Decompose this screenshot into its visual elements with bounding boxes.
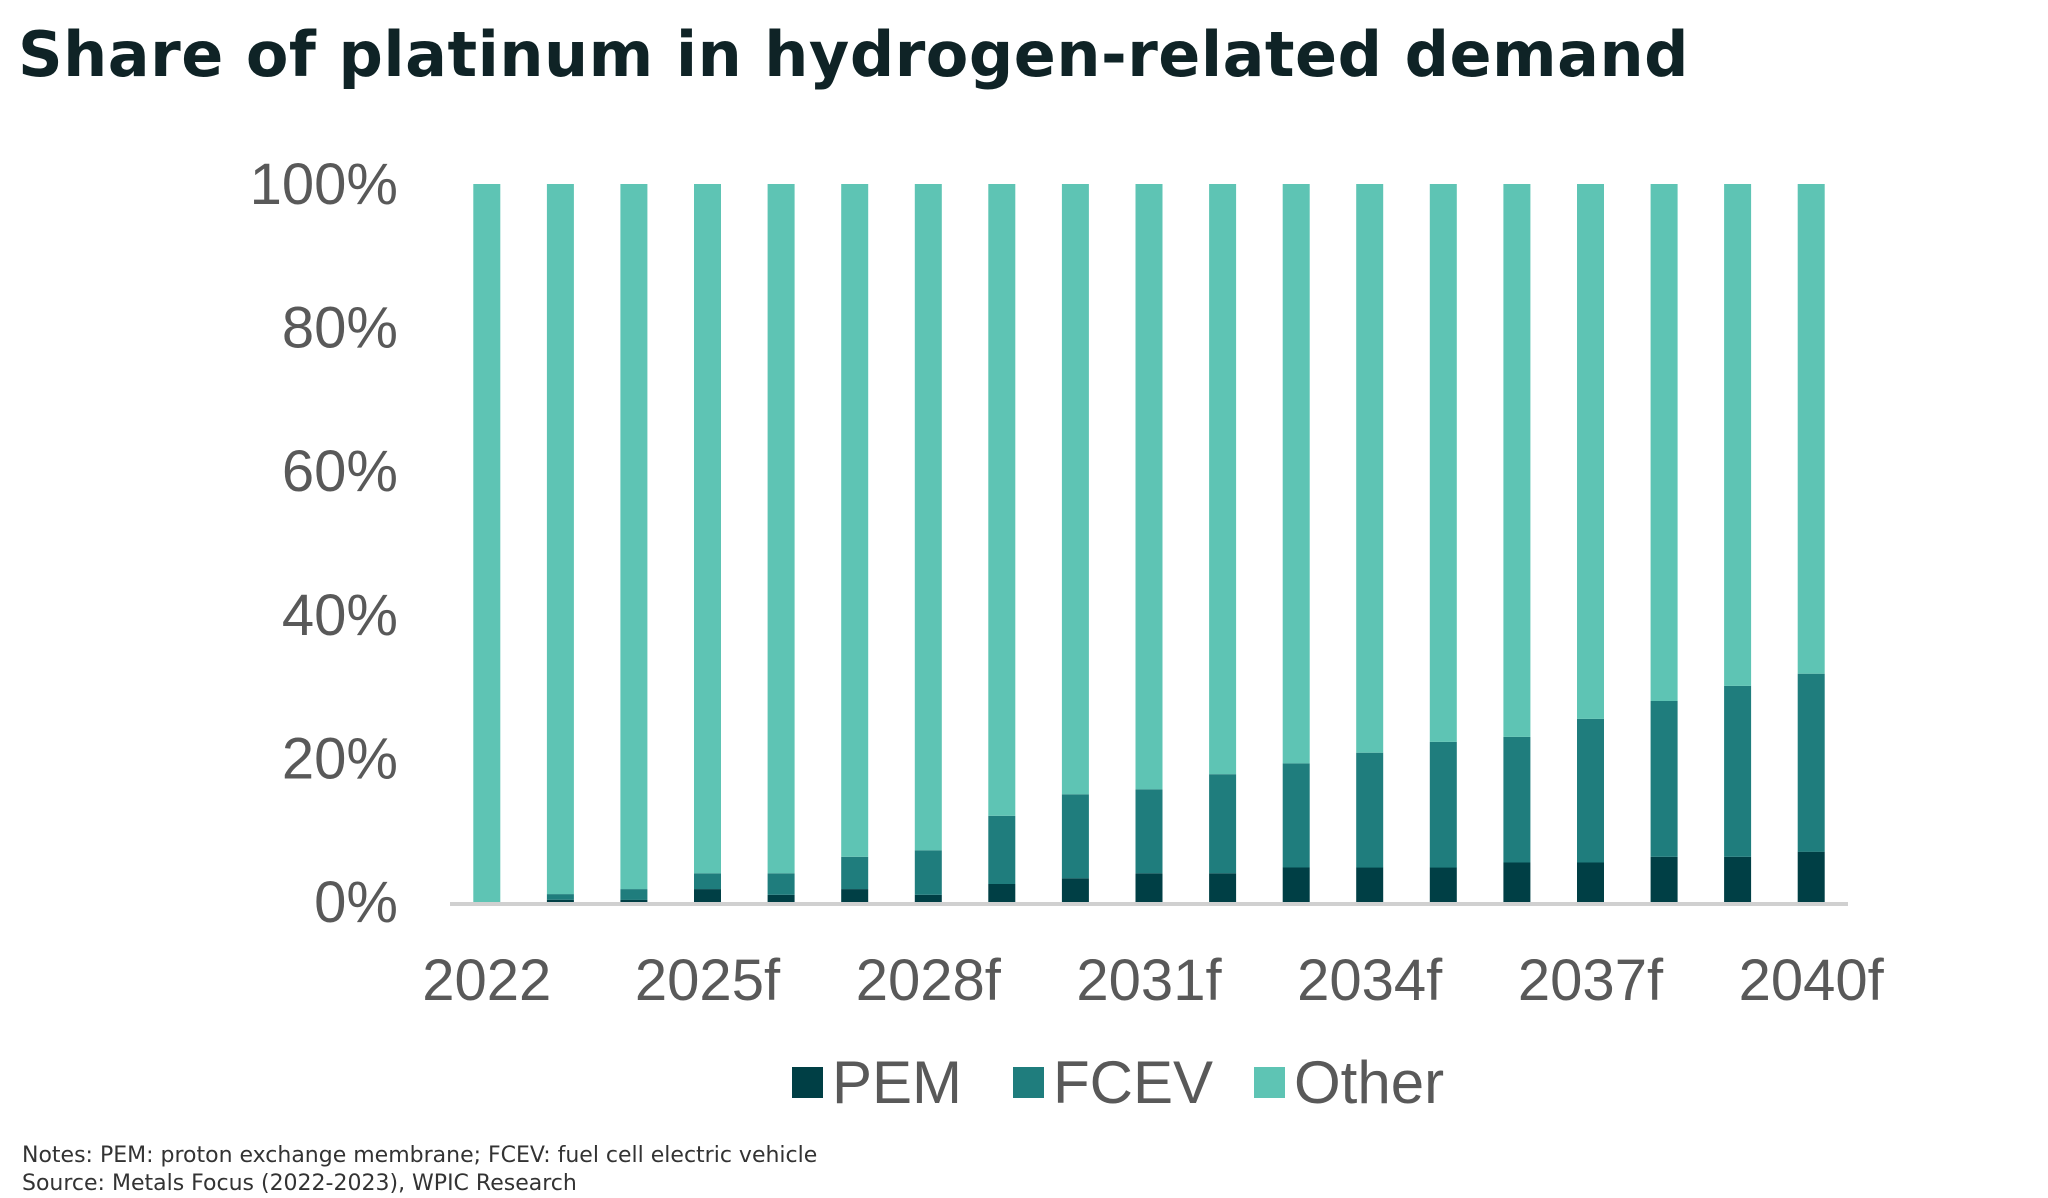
bar-other-2030f [1061,184,1089,795]
bar-fcev-2033f [1282,763,1310,868]
legend-label-fcev: FCEV [1053,1049,1213,1116]
bar-other-2029f [988,184,1016,816]
y-tick-label: 0% [314,870,398,935]
bar-other-2037f [1577,184,1604,719]
bar-fcev-2032f [1209,774,1237,874]
bar-pem-2027f [841,889,869,902]
bar-fcev-2027f [841,856,869,890]
bar-other-2035f [1429,184,1457,742]
x-tick-label: 2034f [1297,948,1443,1013]
bar-other-2027f [841,184,869,857]
bar-fcev-2036f [1503,736,1531,863]
bar-fcev-2023f [546,894,574,900]
bar-pem-2036f [1503,862,1531,902]
x-tick-label: 2022 [422,948,551,1013]
bar-fcev-2039f [1724,685,1752,857]
bar-pem-2031f [1135,873,1163,902]
bar-pem-2034f [1356,867,1384,902]
bar-other-2034f [1356,184,1384,753]
bar-other-2033f [1282,184,1310,764]
y-tick-label: 40% [282,583,398,648]
bars-group [473,184,1825,902]
bar-pem-2029f [988,884,1016,902]
bar-pem-2025f [694,889,721,902]
bar-fcev-2026f [767,873,795,895]
bar-fcev-2034f [1356,752,1384,868]
x-tick-label: 2031f [1076,948,1222,1013]
x-tick-label: 2040f [1739,948,1885,1013]
legend-label-other: Other [1294,1049,1444,1116]
bar-fcev-2040f [1797,673,1825,852]
bar-other-2023f [546,184,574,895]
source-text: Source: Metals Focus (2022-2023), WPIC R… [22,1171,577,1196]
bar-other-2040f [1797,184,1825,674]
bar-other-2026f [767,184,795,874]
bar-fcev-2029f [988,815,1016,884]
bar-pem-2040f [1797,851,1825,902]
notes-text: Notes: PEM: proton exchange membrane; FC… [22,1143,818,1168]
bar-fcev-2024f [620,889,648,900]
y-tick-label: 100% [250,152,398,217]
y-axis-ticks: 0% 20% 40% 60% 80% 100% [250,152,398,935]
bar-other-2038f [1650,184,1678,701]
legend: PEM FCEV Other [792,1049,1444,1116]
bar-other-2032f [1209,184,1237,775]
bar-pem-2032f [1209,873,1237,902]
bar-fcev-2035f [1429,741,1457,868]
bar-other-2028f [914,184,942,851]
bar-other-2024f [620,184,648,890]
x-tick-label: 2025f [635,948,781,1013]
bar-pem-2035f [1429,867,1457,902]
bar-pem-2037f [1577,862,1604,902]
y-tick-label: 20% [282,726,398,791]
bar-pem-2033f [1282,867,1310,902]
bar-fcev-2031f [1135,789,1163,874]
legend-label-pem: PEM [832,1049,962,1116]
bar-pem-2039f [1724,856,1752,902]
bar-fcev-2028f [914,850,942,895]
legend-swatch-pem [792,1067,823,1098]
legend-swatch-other [1254,1067,1285,1098]
x-axis-ticks: 2022 2025f 2028f 2031f 2034f 2037f 2040f [422,948,1884,1013]
x-tick-label: 2028f [856,948,1002,1013]
bar-fcev-2038f [1650,701,1678,857]
legend-swatch-fcev [1013,1067,1044,1098]
bar-other-2036f [1503,184,1531,737]
bar-pem-2023f [546,899,574,902]
bar-fcev-2030f [1061,794,1089,879]
bar-pem-2028f [914,894,942,902]
bar-pem-2024f [620,899,648,902]
y-tick-label: 60% [282,439,398,504]
bar-pem-2038f [1650,856,1678,902]
chart-title: Share of platinum in hydrogen-related de… [18,18,1689,91]
y-tick-label: 80% [282,296,398,361]
bar-fcev-2037f [1577,718,1604,863]
x-tick-label: 2037f [1518,948,1664,1013]
bar-fcev-2025f [694,873,721,890]
bar-other-2025f [694,184,721,874]
bar-other-2039f [1724,184,1752,686]
bar-other-2022 [473,184,501,902]
bar-pem-2026f [767,894,795,902]
bar-other-2031f [1135,184,1163,790]
bar-pem-2030f [1061,878,1089,902]
